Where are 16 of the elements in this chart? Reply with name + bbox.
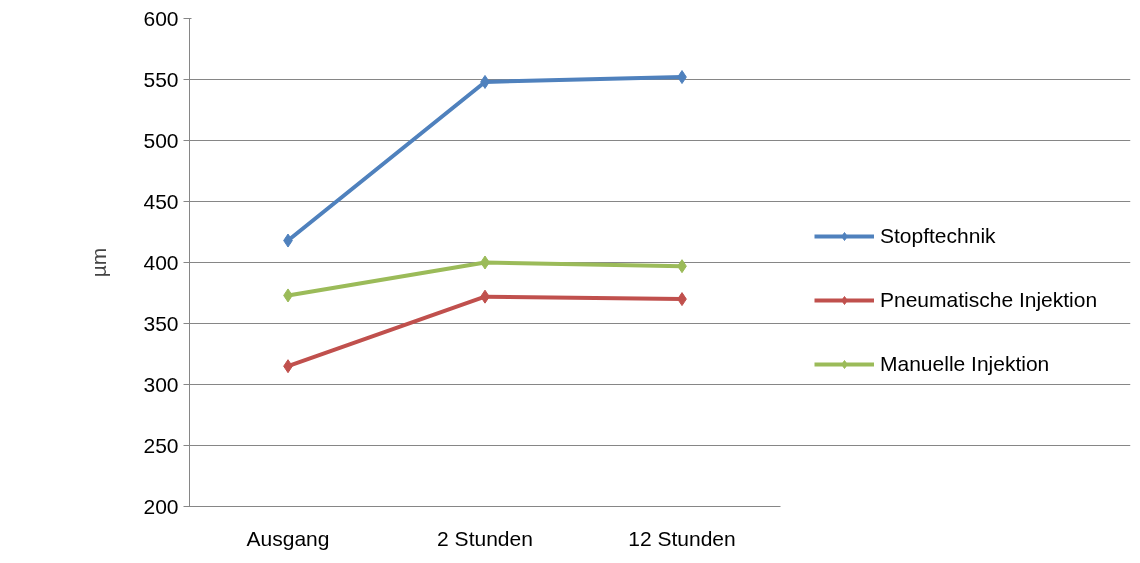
legend-label: Stopftechnik [880,224,996,248]
x-tick-label: Ausgang [246,526,330,550]
y-tick-label: 400 [143,250,179,274]
y-tick-label: 350 [143,311,179,335]
y-tick-label: 600 [143,6,179,30]
x-tick-label: 12 Stunden [628,526,736,550]
y-tick-label: 200 [143,494,179,518]
y-tick-label: 500 [143,128,179,152]
y-tick-label: 250 [143,433,179,457]
legend-label: Manuelle Injektion [880,352,1050,376]
x-tick-label: 2 Stunden [437,526,533,550]
y-tick-label: 450 [143,189,179,213]
y-axis-title: µm [87,247,111,278]
y-tick-label: 550 [143,67,179,91]
legend-label: Pneumatische Injektion [880,288,1098,312]
y-tick-label: 300 [143,372,179,396]
